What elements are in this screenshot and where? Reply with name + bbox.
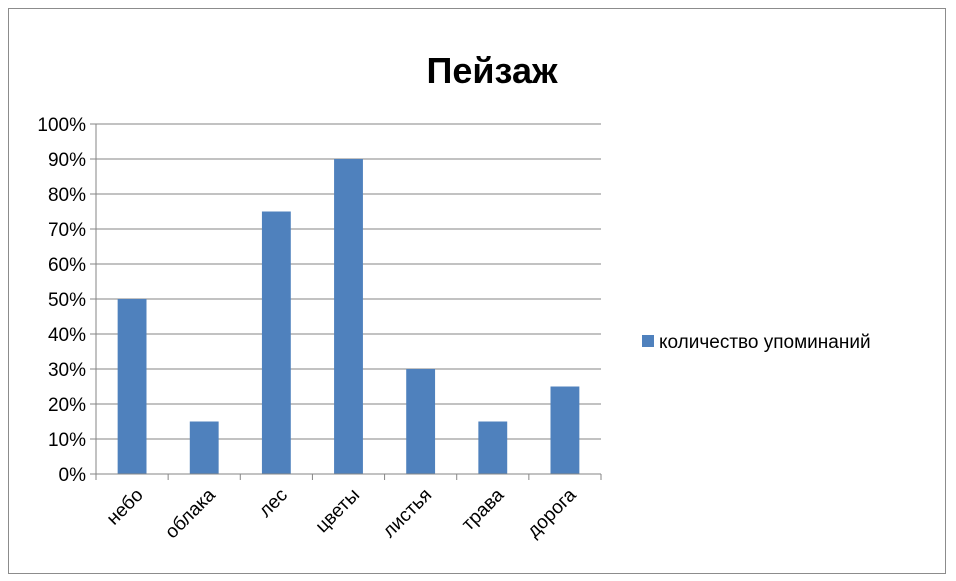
chart-title: Пейзаж [427,50,558,91]
x-tick-label: облака [161,484,220,543]
y-tick-label: 100% [37,115,86,136]
y-tick-label: 20% [48,395,86,416]
y-tick-label: 60% [48,255,86,276]
axes [95,124,602,480]
y-tick-label: 90% [48,150,86,171]
x-tick-label: дорога [523,484,580,541]
bar [406,369,436,474]
bar [189,421,219,474]
y-axis-ticks: 0% 10% 20% 30% 40% 50% 60% 70% 80% 90% 100% [37,115,96,486]
y-tick-label: 30% [48,360,86,381]
x-tick-label: небо [103,485,148,530]
y-tick-label: 40% [48,325,86,346]
y-tick-label: 10% [48,430,86,451]
legend-label: количество упоминаний [659,332,871,353]
x-tick-label: трава [458,484,509,535]
bar [334,159,363,474]
y-tick-label: 80% [48,185,86,206]
y-tick-label: 0% [59,465,87,486]
x-axis-labels: небо облака лес цветы листья трава дорога [103,484,581,543]
legend-swatch [642,335,654,347]
bar [478,421,508,474]
bar [550,386,580,474]
x-tick-label: листья [379,485,436,542]
x-tick-label: цветы [312,485,364,537]
bar [117,299,147,474]
y-tick-label: 50% [48,290,86,311]
y-tick-label: 70% [48,220,86,241]
x-tick-label: лес [255,485,292,522]
bar [261,211,291,474]
bars [117,159,580,474]
chart-frame [8,8,946,574]
legend: количество упоминаний [642,332,871,353]
